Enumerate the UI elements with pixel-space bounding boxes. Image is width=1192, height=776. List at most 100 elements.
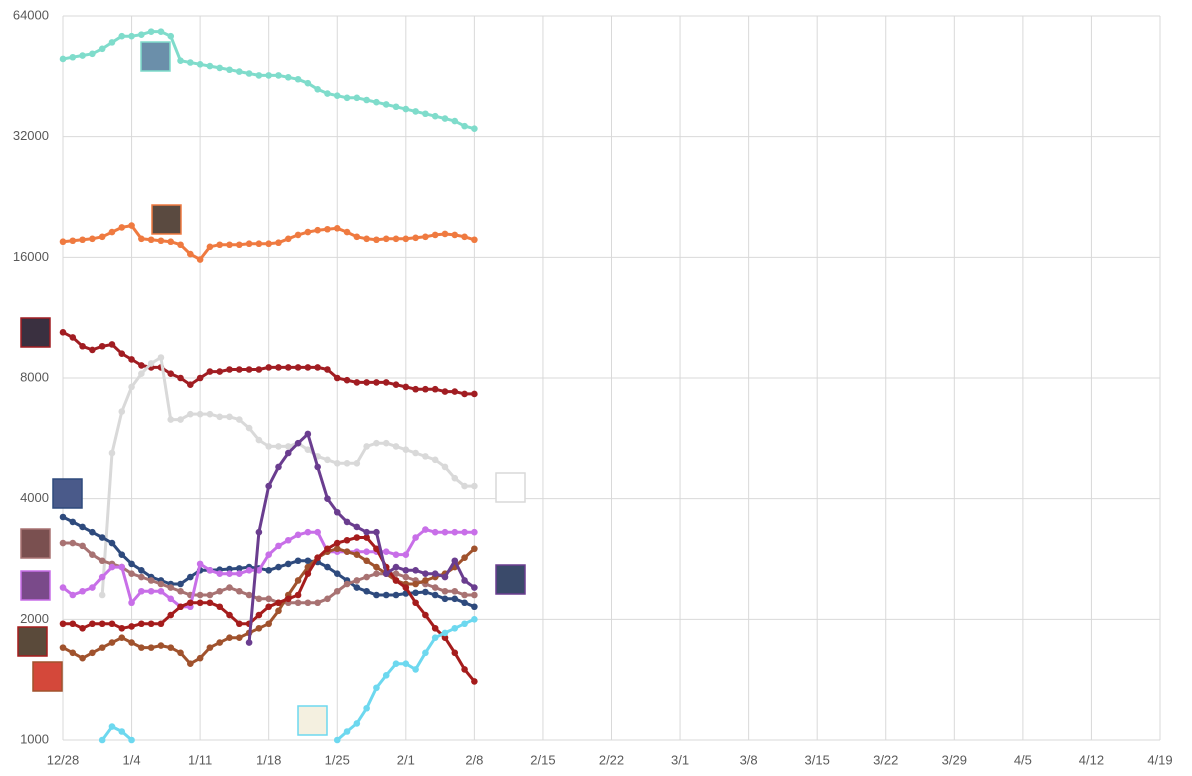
data-point (422, 577, 429, 584)
data-point (451, 117, 459, 125)
series (59, 545, 478, 668)
data-point (373, 591, 380, 599)
data-point (392, 551, 400, 558)
data-point (157, 237, 165, 245)
data-point (471, 591, 478, 599)
data-point (196, 256, 204, 263)
data-point (343, 536, 351, 544)
data-point (216, 587, 224, 595)
series (59, 28, 478, 132)
data-point (363, 557, 370, 565)
data-point (138, 362, 145, 369)
data-point (206, 644, 214, 651)
data-point (402, 551, 410, 558)
data-point (402, 573, 410, 581)
data-point (89, 528, 96, 536)
data-point (89, 620, 96, 628)
data-point (431, 634, 439, 641)
data-point (392, 381, 400, 388)
data-point (118, 563, 126, 571)
data-point (343, 228, 351, 236)
data-point (412, 666, 419, 673)
data-point (255, 528, 263, 536)
data-point (275, 463, 282, 471)
data-point (304, 528, 312, 536)
data-point (128, 383, 135, 391)
data-point (177, 649, 184, 657)
data-point (206, 599, 214, 607)
data-point (382, 591, 390, 599)
data-point (373, 528, 380, 536)
data-point (128, 599, 135, 607)
data-point (294, 577, 302, 584)
data-point (108, 341, 116, 348)
data-point (79, 542, 86, 550)
data-point (59, 513, 67, 521)
data-point (226, 634, 233, 641)
x-tick-label: 12/28 (47, 752, 80, 767)
data-point (226, 366, 233, 373)
data-point (441, 573, 449, 581)
data-point (284, 364, 292, 371)
data-point (373, 236, 380, 244)
data-point (255, 567, 263, 574)
data-point (108, 563, 116, 571)
data-point (382, 101, 390, 108)
data-point (236, 366, 243, 373)
data-point (275, 599, 282, 607)
avatar-icon (140, 41, 171, 72)
data-point (363, 528, 370, 536)
data-point (422, 649, 429, 657)
data-point (294, 231, 302, 239)
data-point (226, 570, 233, 577)
x-tick-label: 3/15 (805, 752, 830, 767)
data-point (343, 94, 351, 102)
data-point (392, 577, 400, 584)
data-point (284, 449, 292, 457)
data-point (128, 639, 135, 646)
data-point (196, 599, 204, 607)
data-point (79, 236, 86, 244)
data-point (333, 545, 341, 553)
data-point (402, 446, 410, 453)
data-point (226, 413, 233, 421)
data-point (206, 591, 214, 599)
data-point (412, 567, 419, 574)
data-point (79, 523, 86, 531)
data-point (128, 222, 135, 229)
x-tick-label: 3/22 (873, 752, 898, 767)
data-point (304, 599, 312, 607)
data-point (187, 250, 194, 258)
data-point (471, 482, 478, 490)
y-tick-label: 32000 (13, 128, 49, 143)
data-point (138, 567, 145, 574)
series (59, 526, 478, 611)
data-point (157, 620, 165, 628)
y-tick-label: 4000 (20, 490, 49, 505)
data-point (226, 611, 233, 619)
data-point (196, 410, 204, 418)
data-point (118, 224, 126, 231)
data-point (138, 620, 145, 628)
data-point (138, 370, 145, 378)
data-point (245, 639, 253, 646)
data-point (451, 595, 459, 603)
data-point (226, 565, 233, 573)
data-point (441, 463, 449, 471)
data-point (382, 672, 390, 679)
data-point (157, 642, 165, 649)
x-tick-label: 3/8 (740, 752, 758, 767)
data-point (451, 388, 459, 395)
series (98, 616, 478, 744)
data-point (392, 235, 400, 243)
data-point (265, 482, 272, 490)
data-point (98, 736, 106, 744)
data-point (265, 567, 272, 574)
data-point (118, 408, 126, 415)
data-point (147, 620, 155, 628)
data-point (196, 654, 204, 662)
x-tick-label: 1/11 (188, 752, 212, 767)
data-point (343, 548, 351, 555)
x-tick-label: 2/15 (530, 752, 555, 767)
data-point (402, 567, 410, 574)
